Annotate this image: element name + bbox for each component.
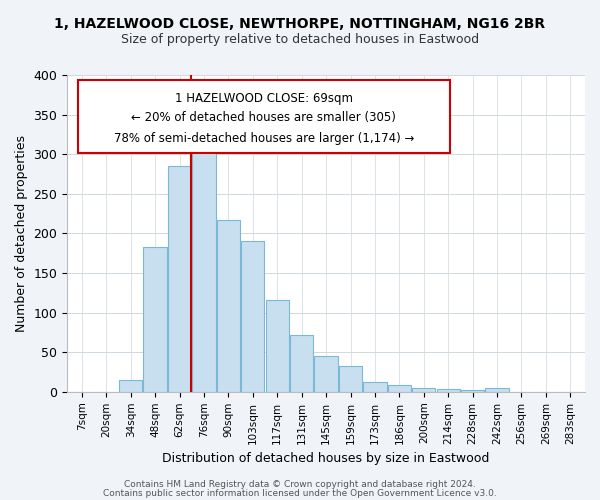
- Text: Contains public sector information licensed under the Open Government Licence v3: Contains public sector information licen…: [103, 488, 497, 498]
- Y-axis label: Number of detached properties: Number of detached properties: [15, 135, 28, 332]
- Bar: [266, 300, 289, 392]
- Text: 1 HAZELWOOD CLOSE: 69sqm: 1 HAZELWOOD CLOSE: 69sqm: [175, 92, 353, 106]
- X-axis label: Distribution of detached houses by size in Eastwood: Distribution of detached houses by size …: [163, 452, 490, 465]
- Text: ← 20% of detached houses are smaller (305): ← 20% of detached houses are smaller (30…: [131, 112, 397, 124]
- Bar: [388, 386, 411, 392]
- Bar: [168, 166, 191, 392]
- Text: Contains HM Land Registry data © Crown copyright and database right 2024.: Contains HM Land Registry data © Crown c…: [124, 480, 476, 489]
- Bar: [412, 388, 436, 392]
- Bar: [437, 390, 460, 392]
- Bar: [485, 388, 509, 392]
- Bar: [290, 335, 313, 392]
- FancyBboxPatch shape: [77, 80, 451, 152]
- Bar: [217, 220, 240, 392]
- Bar: [339, 366, 362, 392]
- Text: Size of property relative to detached houses in Eastwood: Size of property relative to detached ho…: [121, 32, 479, 46]
- Bar: [314, 356, 338, 392]
- Bar: [193, 144, 215, 392]
- Bar: [461, 390, 484, 392]
- Text: 1, HAZELWOOD CLOSE, NEWTHORPE, NOTTINGHAM, NG16 2BR: 1, HAZELWOOD CLOSE, NEWTHORPE, NOTTINGHA…: [55, 18, 545, 32]
- Text: 78% of semi-detached houses are larger (1,174) →: 78% of semi-detached houses are larger (…: [114, 132, 414, 145]
- Bar: [241, 242, 265, 392]
- Bar: [143, 247, 167, 392]
- Bar: [364, 382, 386, 392]
- Bar: [119, 380, 142, 392]
